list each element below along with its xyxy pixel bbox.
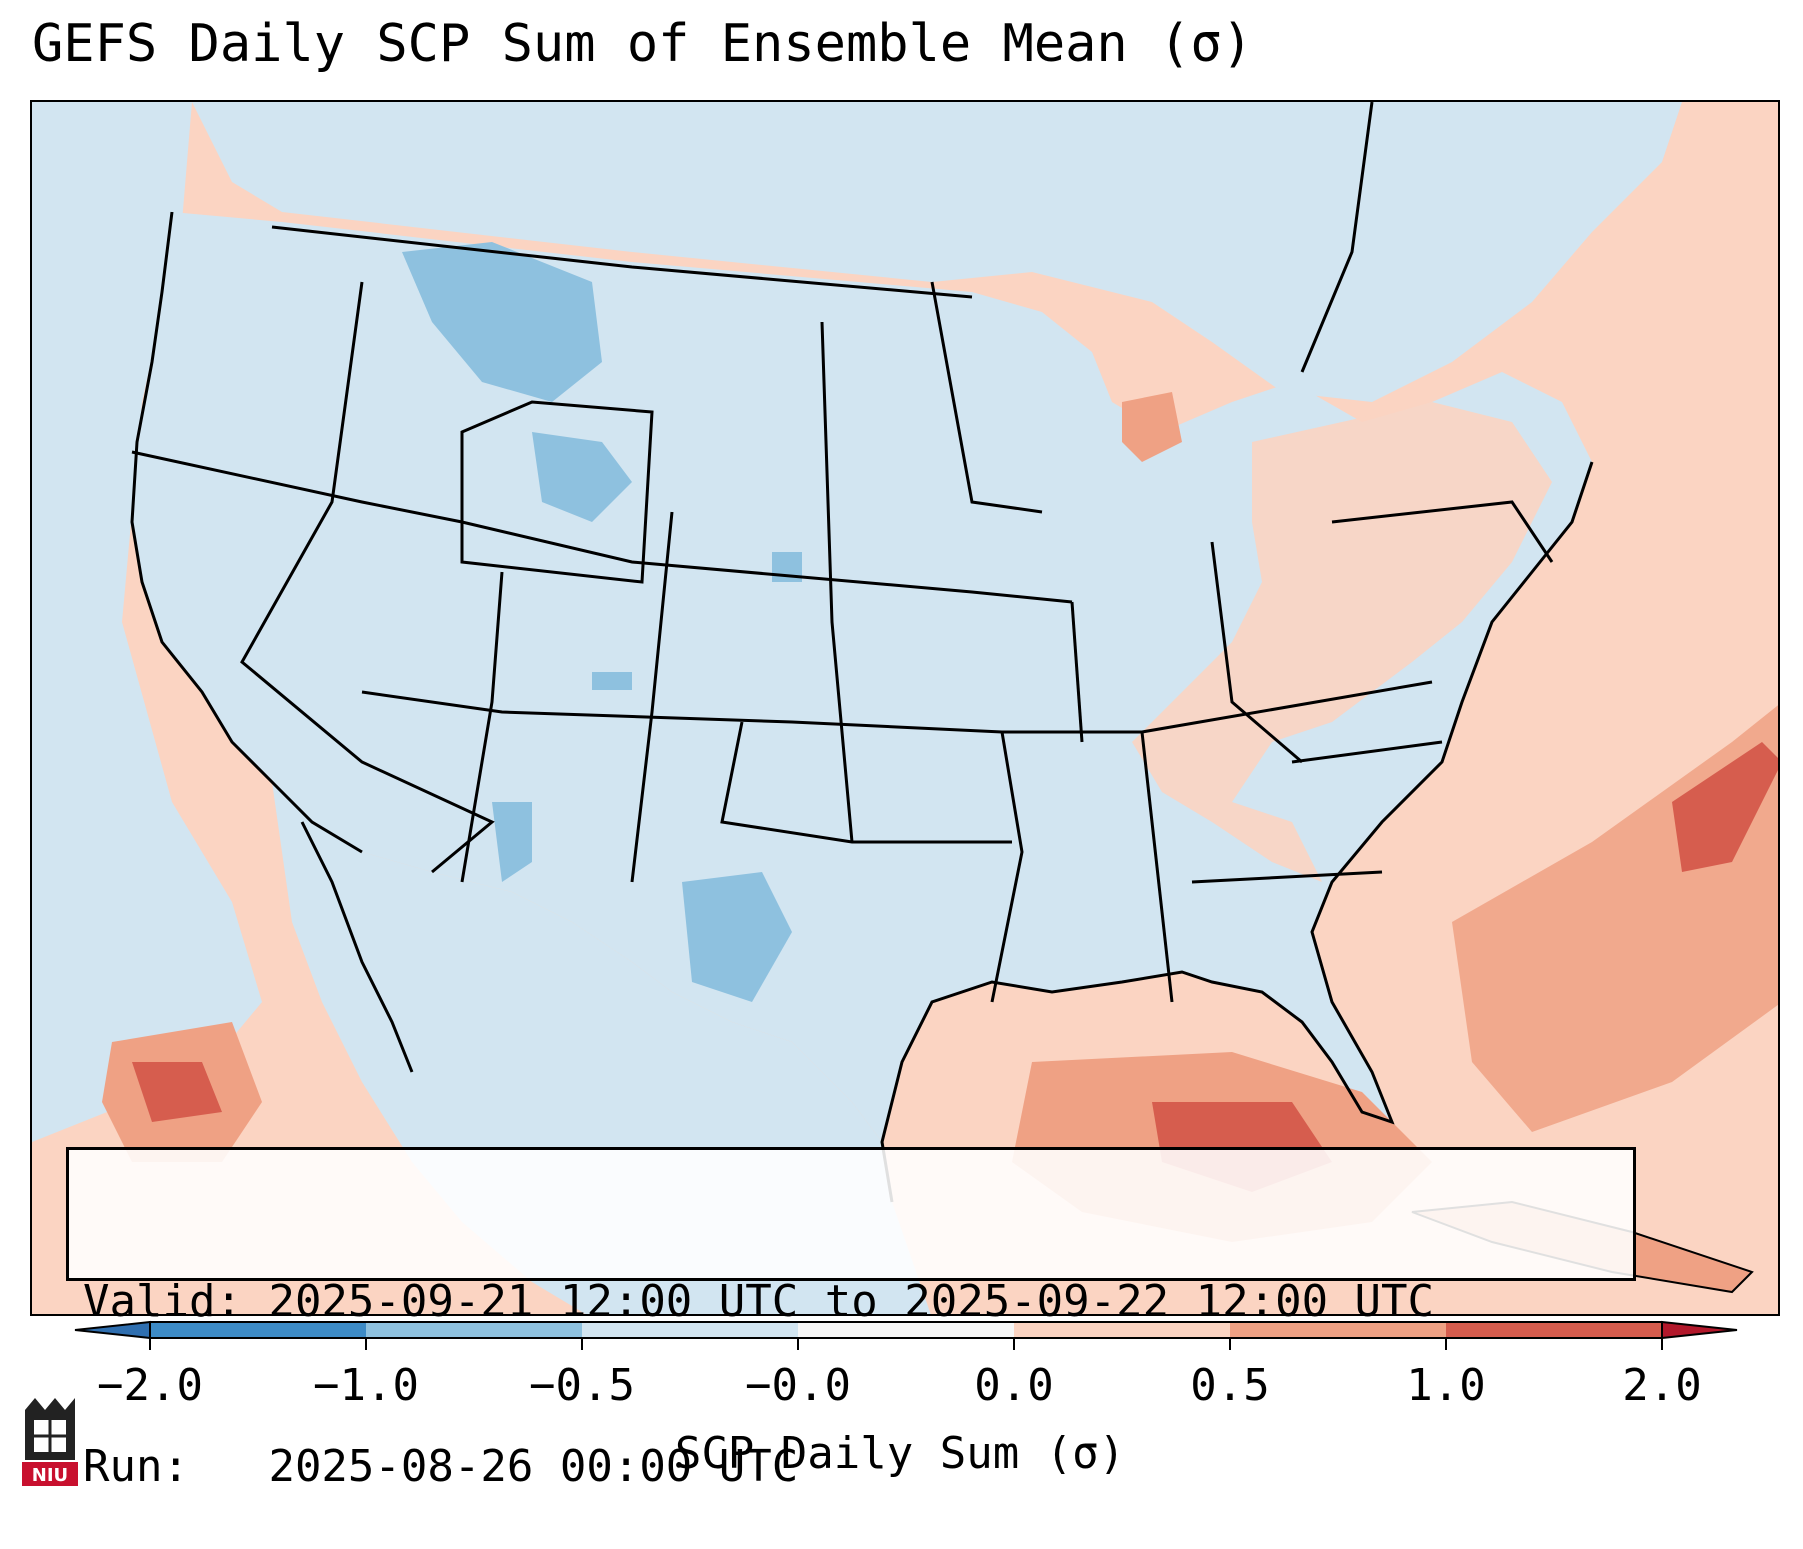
run-info-box: Valid: 2025-09-21 12:00 UTC to 2025-09-2… bbox=[66, 1147, 1636, 1492]
valid-label: Valid: bbox=[83, 1276, 242, 1327]
run-label: Run: bbox=[83, 1441, 189, 1492]
atlantic-hot-patch bbox=[1672, 742, 1778, 872]
colorbar-segment bbox=[366, 1322, 583, 1338]
colorado-cool-cell bbox=[592, 672, 632, 690]
colorbar-segment bbox=[150, 1322, 367, 1338]
chart-title: GEFS Daily SCP Sum of Ensemble Mean (σ) bbox=[32, 14, 1253, 74]
logo-window-bars bbox=[34, 1420, 66, 1452]
arizona-cool-patch bbox=[492, 802, 532, 882]
colorbar-ticks bbox=[149, 1338, 1663, 1350]
wyoming-cool-patch bbox=[532, 432, 632, 522]
map-panel bbox=[30, 100, 1780, 1316]
coastlines bbox=[130, 211, 1594, 1203]
conus-land bbox=[132, 212, 1592, 1142]
niu-logo-icon: NIU bbox=[22, 1398, 78, 1486]
texas-cool-patch bbox=[682, 872, 792, 1002]
east-warm-region bbox=[1132, 402, 1552, 882]
valid-line: Valid: 2025-09-21 12:00 UTC to 2025-09-2… bbox=[83, 1274, 1619, 1329]
pacific-cool-region bbox=[32, 102, 262, 1142]
run-line: Run: 2025-08-26 00:00 UTC bbox=[83, 1439, 1619, 1494]
colorbar-under-arrow bbox=[74, 1320, 151, 1340]
colorbar-label: SCP Daily Sum (σ) bbox=[674, 1428, 1126, 1479]
logo-text: NIU bbox=[32, 1465, 68, 1486]
colorbar-segment bbox=[1230, 1322, 1447, 1338]
pacific-hot-patch bbox=[132, 1062, 222, 1122]
colorbar-segments bbox=[149, 1321, 1663, 1339]
colorbar-tick-label: −2.0 bbox=[97, 1360, 203, 1411]
colorbar-tick-label: −0.0 bbox=[745, 1360, 851, 1411]
colorbar-tick-label: −1.0 bbox=[313, 1360, 419, 1411]
colorbar-segment bbox=[582, 1322, 799, 1338]
colorbar-tick-label: 1.0 bbox=[1406, 1360, 1486, 1411]
colorbar-tick-label: 2.0 bbox=[1622, 1360, 1702, 1411]
colorbar-over-arrow bbox=[1661, 1320, 1738, 1340]
run-value: 2025-08-26 00:00 UTC bbox=[268, 1441, 799, 1492]
colorbar-tick-label: −0.5 bbox=[529, 1360, 635, 1411]
logo-badge bbox=[22, 1462, 78, 1486]
valid-value: 2025-09-21 12:00 UTC to 2025-09-22 12:00… bbox=[268, 1276, 1435, 1327]
colorbar-tick-label: 0.0 bbox=[974, 1360, 1054, 1411]
lakes-warm-patch bbox=[1122, 392, 1182, 462]
colorbar-segment bbox=[798, 1322, 1015, 1338]
baja-land bbox=[297, 822, 412, 1072]
colorbar-segment bbox=[1014, 1322, 1231, 1338]
colorbar bbox=[74, 1320, 1738, 1350]
colorbar-segment bbox=[1446, 1322, 1663, 1338]
state-borders bbox=[131, 102, 1554, 1003]
map-svg bbox=[32, 102, 1778, 1314]
rockies-cool-patch bbox=[402, 242, 602, 402]
colorbar-tick-label: 0.5 bbox=[1190, 1360, 1270, 1411]
canada-region bbox=[192, 102, 1682, 402]
